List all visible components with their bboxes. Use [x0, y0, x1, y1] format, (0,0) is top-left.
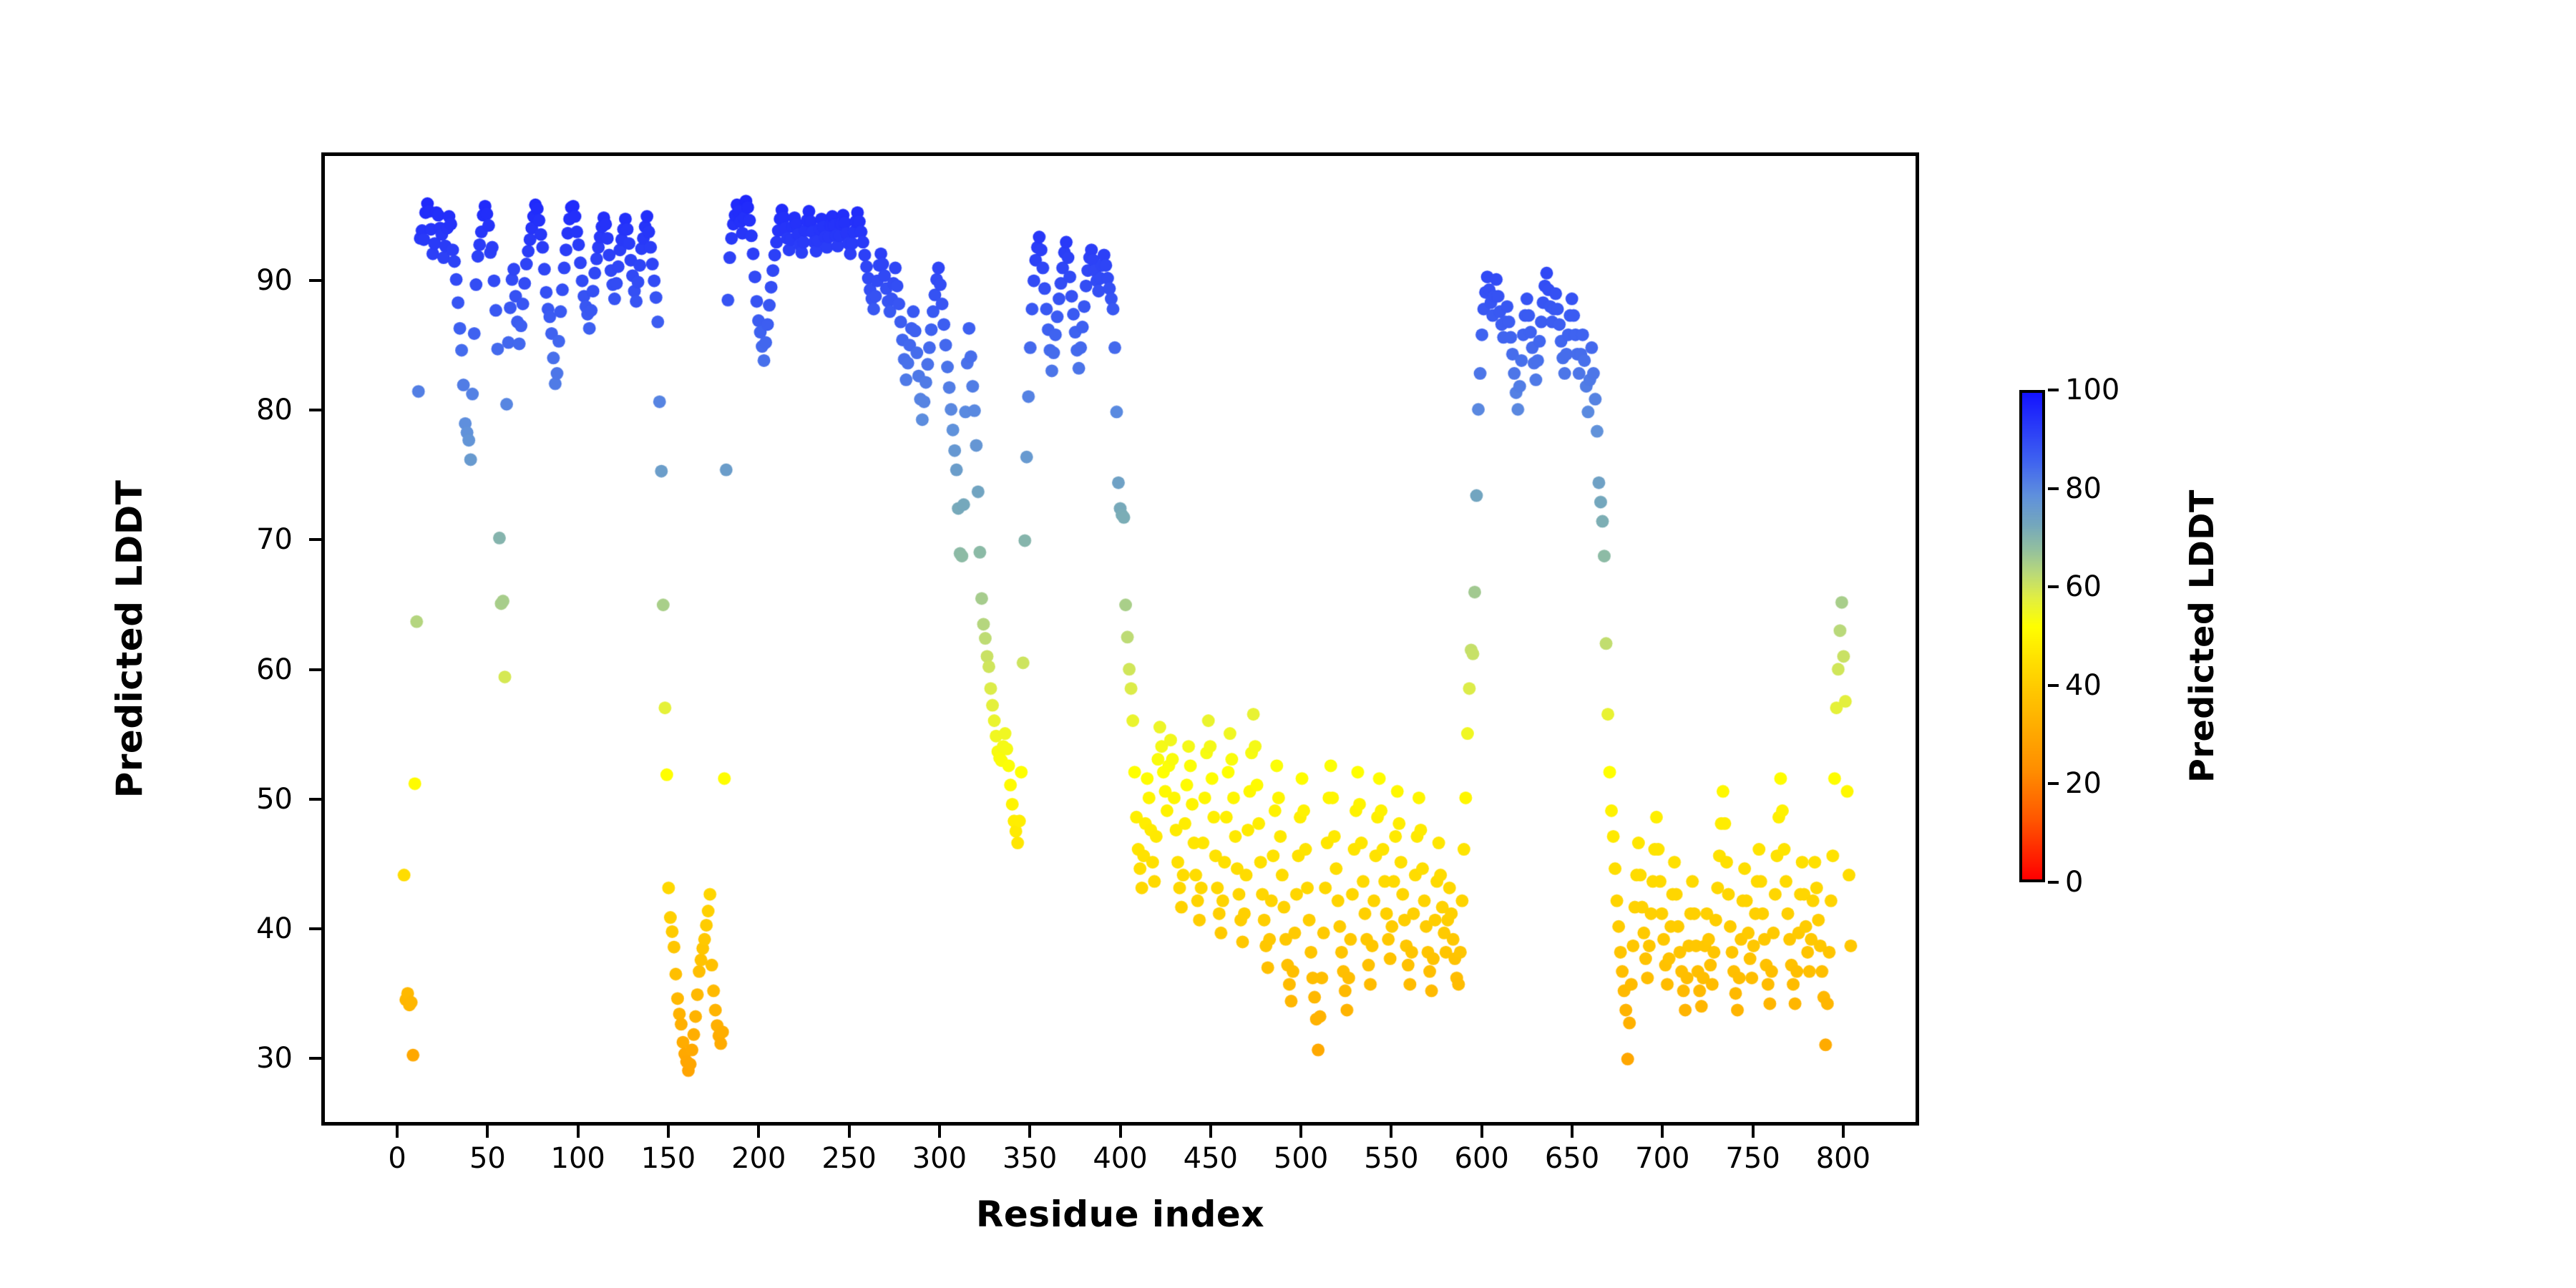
x-tick-label: 350 [1002, 1142, 1058, 1175]
x-tick-mark [1661, 1126, 1664, 1138]
colorbar-tick-mark [2048, 487, 2059, 490]
x-tick-label: 100 [550, 1142, 605, 1175]
x-tick-mark [1841, 1126, 1845, 1138]
y-tick-label: 50 [256, 782, 293, 816]
y-tick-label: 70 [256, 523, 293, 557]
y-tick-label: 40 [256, 912, 293, 945]
x-tick-mark [757, 1126, 761, 1138]
y-tick-mark [309, 409, 321, 412]
x-tick-label: 450 [1183, 1142, 1238, 1175]
y-tick-label: 30 [256, 1041, 293, 1075]
x-tick-label: 600 [1454, 1142, 1509, 1175]
x-tick-label: 50 [469, 1142, 506, 1175]
x-tick-label: 750 [1725, 1142, 1780, 1175]
x-tick-label: 650 [1544, 1142, 1600, 1175]
colorbar-tick-label: 0 [2065, 866, 2084, 899]
colorbar-tick-label: 60 [2065, 570, 2102, 604]
y-tick-mark [309, 927, 321, 930]
colorbar-tick-mark [2048, 782, 2059, 786]
x-tick-label: 800 [1815, 1142, 1871, 1175]
x-tick-label: 0 [388, 1142, 406, 1175]
x-tick-mark [1571, 1126, 1574, 1138]
x-tick-mark [576, 1126, 580, 1138]
x-tick-mark [396, 1126, 399, 1138]
scatter-points-layer [325, 156, 1916, 1122]
colorbar-tick-mark [2048, 585, 2059, 589]
x-tick-mark [1299, 1126, 1303, 1138]
x-tick-label: 550 [1364, 1142, 1419, 1175]
x-tick-label: 250 [821, 1142, 877, 1175]
y-axis-label: Predicted LDDT [109, 479, 150, 799]
x-tick-label: 150 [640, 1142, 696, 1175]
x-tick-mark [1209, 1126, 1212, 1138]
x-tick-label: 300 [912, 1142, 967, 1175]
colorbar-tick-label: 20 [2065, 767, 2102, 801]
scatter-plot-axes [321, 152, 1919, 1126]
y-tick-mark [309, 279, 321, 283]
colorbar-gradient [2022, 393, 2042, 879]
colorbar-label: Predicted LDDT [2182, 489, 2221, 783]
colorbar [2019, 390, 2045, 882]
y-tick-label: 80 [256, 394, 293, 427]
x-tick-mark [1751, 1126, 1755, 1138]
colorbar-tick-label: 40 [2065, 668, 2102, 702]
x-tick-mark [847, 1126, 851, 1138]
x-tick-mark [1028, 1126, 1032, 1138]
colorbar-tick-mark [2048, 389, 2059, 391]
x-tick-mark [1390, 1126, 1393, 1138]
x-tick-mark [937, 1126, 941, 1138]
y-tick-label: 60 [256, 653, 293, 686]
y-tick-mark [309, 538, 321, 542]
x-tick-mark [1480, 1126, 1483, 1138]
y-tick-mark [309, 797, 321, 801]
x-tick-label: 500 [1273, 1142, 1329, 1175]
colorbar-tick-mark [2048, 881, 2059, 884]
x-tick-mark [1118, 1126, 1122, 1138]
x-tick-label: 200 [731, 1142, 786, 1175]
x-tick-mark [666, 1126, 670, 1138]
colorbar-tick-mark [2048, 683, 2059, 687]
colorbar-tick-label: 100 [2065, 374, 2120, 406]
y-tick-label: 90 [256, 264, 293, 298]
colorbar-tick-label: 80 [2065, 472, 2102, 505]
x-axis-label: Residue index [975, 1194, 1265, 1235]
y-tick-mark [309, 668, 321, 671]
x-tick-label: 400 [1093, 1142, 1148, 1175]
x-tick-mark [486, 1126, 489, 1138]
x-tick-label: 700 [1635, 1142, 1690, 1175]
y-tick-mark [309, 1056, 321, 1060]
